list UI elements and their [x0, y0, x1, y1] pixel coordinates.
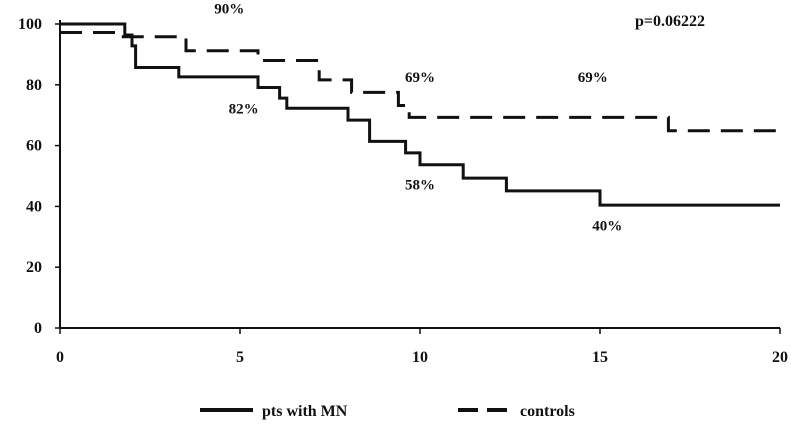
x-tick-label: 10: [412, 349, 428, 366]
y-tick-label: 100: [18, 16, 42, 33]
x-tick-label: 5: [236, 349, 244, 366]
y-tick-label: 80: [26, 77, 42, 94]
percent-annotation: 82%: [229, 102, 259, 118]
series-line-controls: [60, 31, 780, 133]
series-line-pts-with-mn: [60, 22, 780, 207]
y-tick-label: 0: [34, 320, 42, 337]
y-tick-label: 40: [26, 198, 42, 215]
x-tick-label: 15: [592, 349, 608, 366]
legend-label-pts-with-mn: pts with MN: [262, 403, 348, 420]
percent-annotation: 69%: [405, 70, 435, 86]
percent-annotation: 58%: [405, 178, 435, 194]
percent-annotation: 90%: [214, 1, 244, 17]
annotations: 90% 82% 69% 69% 58% 40%: [214, 1, 622, 234]
ticks: 0 20 40 60 80 100 0 5 10 15 20: [18, 16, 788, 366]
series-layer: [60, 22, 780, 207]
y-tick-label: 60: [26, 138, 42, 155]
y-tick-label: 20: [26, 259, 42, 276]
x-tick-label: 20: [772, 349, 788, 366]
p-value-label: p=0.06222: [635, 13, 705, 30]
percent-annotation: 69%: [578, 70, 608, 86]
x-tick-label: 0: [56, 349, 64, 366]
legend-label-controls: controls: [520, 403, 575, 420]
legend: pts with MN controls: [200, 403, 575, 420]
percent-annotation: 40%: [592, 219, 622, 235]
